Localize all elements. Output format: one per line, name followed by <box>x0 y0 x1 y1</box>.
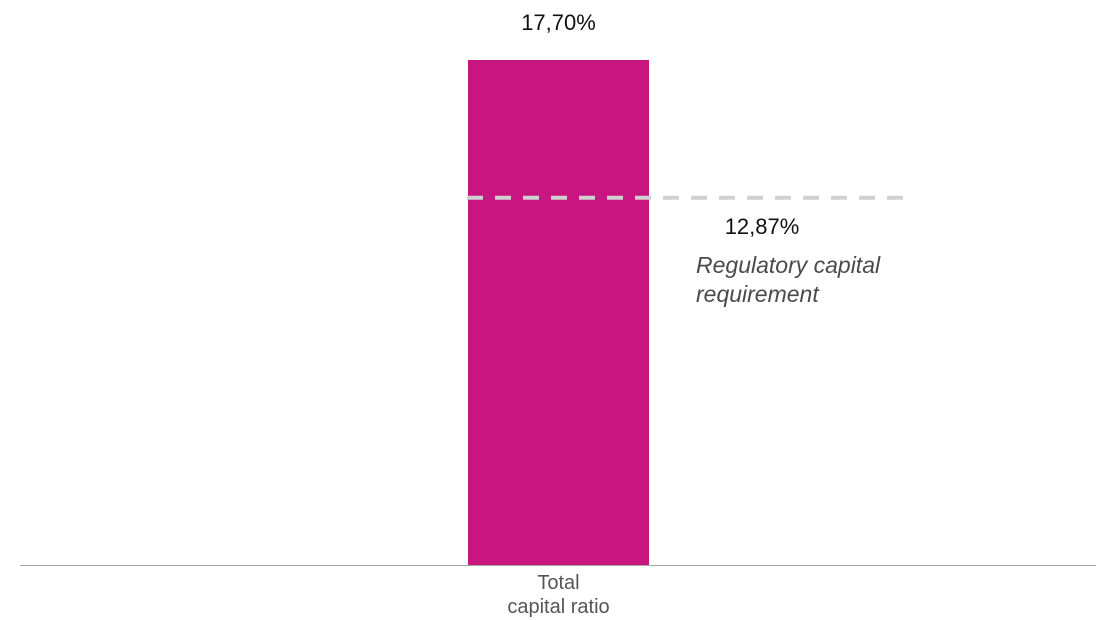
category-label-line: capital ratio <box>507 596 609 618</box>
reference-value-label: 12,87% <box>725 214 800 239</box>
bars-layer <box>468 60 649 565</box>
bar-value-label: 17,70% <box>521 10 596 35</box>
reference-description-label: Regulatory capital <box>696 252 881 278</box>
reference-description-label: requirement <box>696 281 820 307</box>
bar-0 <box>468 60 649 565</box>
category-label-line: Total <box>537 572 579 594</box>
